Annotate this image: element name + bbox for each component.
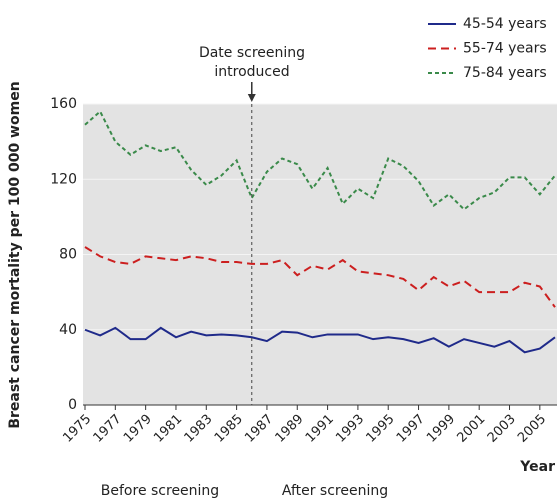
region-label: Before screening xyxy=(101,483,219,498)
legend-label: 45-54 years xyxy=(463,16,547,32)
x-tick-label: 1975 xyxy=(60,412,94,446)
series-line xyxy=(84,246,556,308)
region-label: After screening xyxy=(282,483,388,498)
x-tick-label: 1981 xyxy=(151,412,185,446)
legend-label: 55-74 years xyxy=(463,41,547,57)
x-tick-label: 1977 xyxy=(91,412,125,446)
y-tick-label: 80 xyxy=(59,247,77,263)
annotation: Date screening xyxy=(199,45,305,61)
y-tick-label: 40 xyxy=(59,322,77,338)
annotation: introduced xyxy=(214,64,289,80)
x-tick-label: 1993 xyxy=(333,412,367,446)
x-tick-label: 1985 xyxy=(212,412,246,446)
x-tick-label: 1995 xyxy=(364,412,398,446)
x-axis-label: Year xyxy=(519,459,555,475)
y-tick-label: 0 xyxy=(68,397,77,413)
x-tick-label: 2001 xyxy=(454,412,488,446)
x-tick-label: 2005 xyxy=(515,412,549,446)
x-tick-label: 1989 xyxy=(273,412,307,446)
x-tick-label: 1983 xyxy=(182,412,216,446)
x-tick-label: 1997 xyxy=(394,412,428,446)
legend-label: 75-84 years xyxy=(463,65,547,81)
series-line xyxy=(84,326,556,354)
x-tick-label: 1987 xyxy=(242,412,276,446)
y-axis-label: Breast cancer mortality per 100 000 wome… xyxy=(7,81,23,428)
x-tick-label: 2003 xyxy=(485,412,519,446)
annotation-arrowhead xyxy=(247,94,256,102)
series-line xyxy=(84,109,556,211)
x-tick-label: 1999 xyxy=(424,412,458,446)
x-tick-label: 1979 xyxy=(121,412,155,446)
y-tick-label: 120 xyxy=(50,171,77,187)
x-tick-label: 1991 xyxy=(303,412,337,446)
y-tick-label: 160 xyxy=(50,96,77,112)
